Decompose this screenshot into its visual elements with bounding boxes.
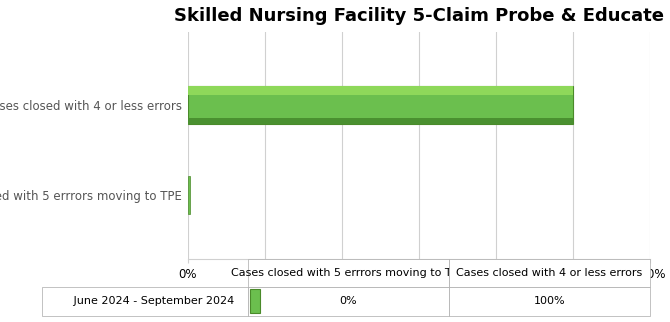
Bar: [188, 176, 190, 214]
Bar: [188, 86, 573, 95]
Title: Skilled Nursing Facility 5-Claim Probe & Educate: Skilled Nursing Facility 5-Claim Probe &…: [174, 7, 664, 25]
Bar: [250, 289, 260, 313]
Bar: [188, 86, 573, 124]
Bar: [188, 118, 573, 124]
